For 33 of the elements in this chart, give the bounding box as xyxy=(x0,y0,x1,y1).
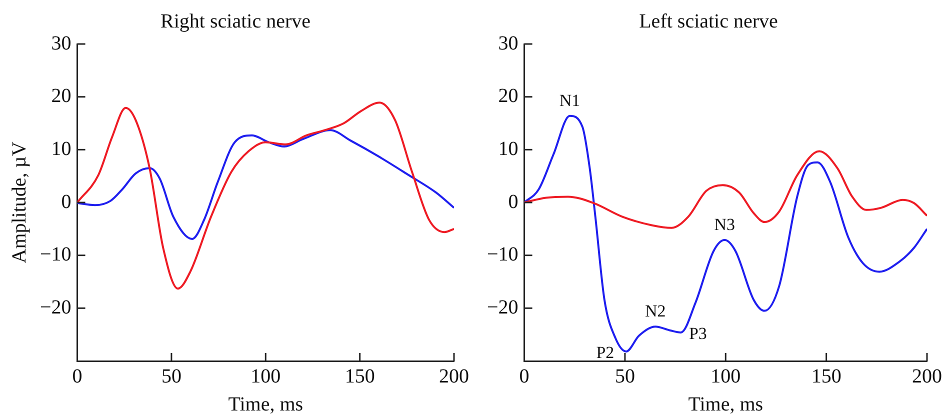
annotation: P3 xyxy=(688,324,707,343)
x-tick-label: 200 xyxy=(912,365,942,388)
chart-title: Left sciatic nerve xyxy=(639,10,778,32)
y-tick-label: 20 xyxy=(498,85,518,108)
y-tick-label: −10 xyxy=(487,244,518,266)
x-tick-label: 100 xyxy=(250,365,281,388)
x-tick-label: 50 xyxy=(161,365,182,388)
line-series xyxy=(524,150,927,229)
x-axis-title: Time, ms xyxy=(228,393,304,416)
x-tick-label: 100 xyxy=(710,365,741,388)
annotation: N3 xyxy=(714,214,736,234)
chart-title: Right sciatic nerve xyxy=(160,10,311,32)
y-tick-label: −20 xyxy=(487,296,518,318)
x-tick-label: 150 xyxy=(811,365,842,388)
x-axis-title: Time, ms xyxy=(688,393,764,416)
y-tick-label: −10 xyxy=(40,244,72,266)
y-tick-label: 0 xyxy=(508,190,518,213)
y-tick-label: 0 xyxy=(61,190,72,213)
annotation: N2 xyxy=(644,302,666,321)
x-tick-label: 50 xyxy=(614,365,635,388)
annotation: N1 xyxy=(559,90,580,110)
y-axis-title: Amplitude, µV xyxy=(8,141,30,264)
y-tick-label: 10 xyxy=(498,138,518,160)
x-tick-label: 150 xyxy=(344,365,375,388)
y-tick-label: 10 xyxy=(51,138,72,160)
line-series xyxy=(77,102,454,290)
y-tick-label: −20 xyxy=(40,296,72,318)
y-tick-label: 20 xyxy=(51,85,72,108)
line-series xyxy=(77,129,454,240)
y-tick-label: 30 xyxy=(51,32,72,54)
y-tick-label: 30 xyxy=(498,32,518,54)
annotation: P2 xyxy=(596,342,614,362)
x-tick-label: 200 xyxy=(439,365,469,388)
